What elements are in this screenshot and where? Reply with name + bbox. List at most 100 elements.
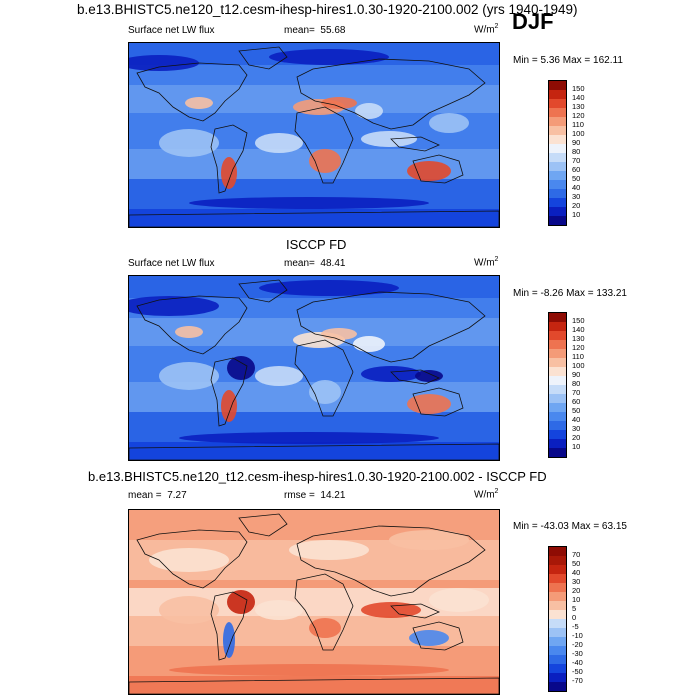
colorbar-tick-label: 10 <box>572 442 581 451</box>
panel2-mean-value: 48.41 <box>320 258 346 269</box>
map-field-blob <box>159 129 219 157</box>
map-field-blob <box>407 161 451 181</box>
colorbar-tick-label: 0 <box>572 613 577 622</box>
colorbar-swatch <box>549 385 566 394</box>
colorbar-tick-label: 60 <box>572 165 581 174</box>
colorbar-swatch <box>549 162 566 171</box>
colorbar-tick-label: 50 <box>572 559 581 568</box>
map-field-blob <box>361 602 421 618</box>
panel3-mean: mean = 7.27 <box>128 490 187 501</box>
colorbar-tick-label: 20 <box>572 201 581 210</box>
panel1-minmax: Min = 5.36 Max = 162.11 <box>513 55 623 66</box>
panel3-minmax: Min = -43.03 Max = 63.15 <box>513 521 627 532</box>
map-field-blob <box>221 157 237 189</box>
colorbar-swatch <box>549 556 566 565</box>
coastline <box>210 591 248 661</box>
coastline <box>294 339 354 417</box>
coastline <box>296 58 486 130</box>
colorbar-tick-label: 40 <box>572 568 581 577</box>
colorbar-swatch <box>549 99 566 108</box>
coastline <box>129 677 499 694</box>
colorbar-tick-label: 60 <box>572 397 581 406</box>
colorbar-tick-label: 120 <box>572 111 585 120</box>
map-band <box>129 298 499 318</box>
colorbar-tick-label: 80 <box>572 147 581 156</box>
map-field-blob <box>407 394 451 414</box>
map-field-blob <box>269 49 389 65</box>
map-field-blob <box>255 366 303 386</box>
coastline <box>390 369 440 385</box>
coastline <box>238 279 288 303</box>
colorbar-swatch <box>549 394 566 403</box>
coastline <box>136 62 248 122</box>
colorbar-tick-label: 140 <box>572 325 585 334</box>
map-field-blob <box>255 600 303 620</box>
map-field-blob <box>149 548 229 572</box>
panel1-mean-label: mean= <box>284 25 315 36</box>
coastline <box>412 387 464 417</box>
map-field-blob <box>159 596 219 624</box>
coastline <box>412 154 464 184</box>
colorbar-tick-label: 140 <box>572 93 585 102</box>
panel1-mean: mean= 55.68 <box>284 25 345 36</box>
panel1-units: W/m2 <box>474 23 498 35</box>
map-field-blob <box>355 103 383 119</box>
colorbar-tick-label: 40 <box>572 415 581 424</box>
colorbar-tick-label: -30 <box>572 649 583 658</box>
colorbar-tick-label: -40 <box>572 658 583 667</box>
map-field-blob <box>159 362 219 390</box>
colorbar-swatch <box>549 412 566 421</box>
colorbar-swatch <box>549 358 566 367</box>
map-field-blob <box>353 336 385 352</box>
panel1-map <box>128 42 500 228</box>
panel3-mean-label: mean = <box>128 490 162 501</box>
map-field-blob <box>189 197 429 209</box>
colorbar-swatch <box>549 349 566 358</box>
map-field-blob <box>415 370 443 382</box>
map-band <box>129 65 499 85</box>
map-field-blob <box>223 622 235 658</box>
colorbar-tick-label: 20 <box>572 586 581 595</box>
colorbar-tick-label: 70 <box>572 388 581 397</box>
coastline <box>238 513 288 537</box>
colorbar-tick-label: 30 <box>572 192 581 201</box>
panel2-units-base: W/m <box>474 257 495 269</box>
panel1-colorbar-ticks: 150 140 130 120 110 100 90 80 70 60 50 40 30 20 10 <box>572 80 602 226</box>
colorbar-swatch <box>549 601 566 610</box>
colorbar-swatch <box>549 565 566 574</box>
map-field-blob <box>169 664 449 676</box>
panel3-colorbar <box>548 546 567 692</box>
colorbar-tick-label: 30 <box>572 577 581 586</box>
colorbar-tick-label: 40 <box>572 183 581 192</box>
colorbar-swatch <box>549 153 566 162</box>
colorbar-swatch <box>549 322 566 331</box>
colorbar-swatch <box>549 108 566 117</box>
panel3-mean-value: 7.27 <box>167 490 187 501</box>
colorbar-tick-label: -5 <box>572 622 579 631</box>
panel3-colorbar-ticks: 70 50 40 30 20 10 5 0 -5 -10 -20 -30 -40 -50 -70 <box>572 546 602 692</box>
map-field-blob <box>429 588 489 612</box>
panel2-mean: mean= 48.41 <box>284 258 345 269</box>
coastline <box>412 621 464 651</box>
map-field-blob <box>321 97 357 109</box>
colorbar-swatch <box>549 619 566 628</box>
colorbar-swatch <box>549 637 566 646</box>
colorbar-tick-label: 130 <box>572 334 585 343</box>
panel2-title: ISCCP FD <box>286 237 347 252</box>
colorbar-tick-label: 110 <box>572 352 584 361</box>
map-field-blob <box>175 326 203 338</box>
colorbar-tick-label: 80 <box>572 379 581 388</box>
colorbar-swatch <box>549 216 566 225</box>
panel3-title: b.e13.BHISTC5.ne120_t12.cesm-ihesp-hires… <box>88 469 547 484</box>
colorbar-swatch <box>549 90 566 99</box>
colorbar-swatch <box>549 610 566 619</box>
panel3-map-svg <box>129 510 499 694</box>
map-field-blob <box>361 131 417 147</box>
colorbar-tick-label: 70 <box>572 550 581 559</box>
colorbar-swatch <box>549 421 566 430</box>
colorbar-swatch <box>549 207 566 216</box>
map-field-blob <box>429 113 469 133</box>
colorbar-tick-label: 150 <box>572 316 585 325</box>
colorbar-swatch <box>549 574 566 583</box>
colorbar-swatch <box>549 126 566 135</box>
